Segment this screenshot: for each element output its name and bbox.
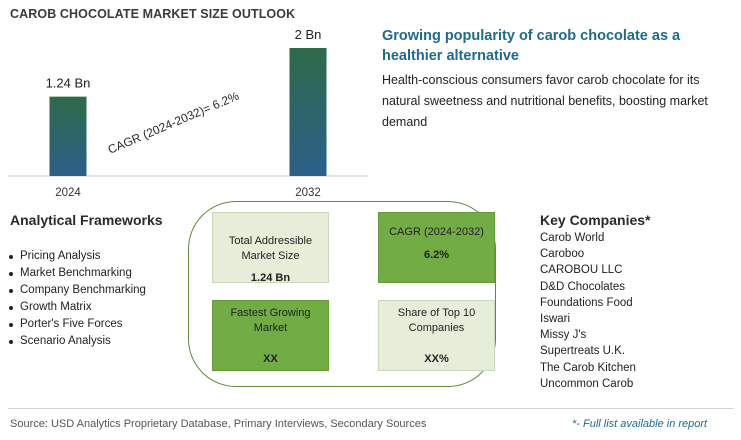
bar-2024 <box>49 96 87 176</box>
company-item: Uncommon Carob <box>540 377 634 390</box>
metrics-frame <box>188 201 496 387</box>
company-item: Caroboo <box>540 248 585 261</box>
framework-item: Porter's Five Forces <box>8 316 146 333</box>
bar-value-label: 2 Bn <box>295 27 322 42</box>
metric-label: Share of Top 10 Companies <box>397 307 476 334</box>
companies-list: Carob World Caroboo CAROBOU LLC D&D Choc… <box>540 230 636 392</box>
framework-item: Company Benchmarking <box>8 282 146 299</box>
metric-value: XX <box>263 353 278 365</box>
headline-title: Growing popularity of carob chocolate as… <box>382 28 681 64</box>
framework-item: Market Benchmarking <box>8 265 146 282</box>
framework-item: Growth Matrix <box>8 299 146 316</box>
metric-label: CAGR (2024-2032) <box>389 226 484 238</box>
metric-label: Total Addressible Market Size <box>228 235 313 262</box>
footer-divider <box>8 408 734 409</box>
x-tick-label: 2032 <box>295 187 321 199</box>
metric-card-tam: Total Addressible Market Size 1.24 Bn <box>212 212 329 284</box>
company-item: Foundations Food <box>540 296 633 309</box>
frameworks-list: Pricing Analysis Market Benchmarking Com… <box>8 248 146 350</box>
company-item: Carob World <box>540 232 605 244</box>
market-size-chart: 1.24 Bn 2024 2 Bn 2032 CAGR (2024-2032)= 6.… <box>8 27 368 199</box>
company-item: CAROBOU LLC <box>540 264 623 277</box>
full-list-note: *- Full list available in report <box>572 418 708 430</box>
bar-value-label: 1.24 Bn <box>46 76 91 91</box>
cagr-annotation: CAGR (2024-2032)= 6.2% <box>106 89 242 157</box>
bar-2032 <box>289 48 327 176</box>
metric-card-cagr: CAGR (2024-2032) 6.2% <box>378 212 495 283</box>
metric-label: Fastest Growing Market <box>230 307 311 334</box>
frameworks-title: Analytical Frameworks <box>10 212 163 228</box>
company-item: The Carob Kitchen <box>540 361 636 374</box>
framework-item: Pricing Analysis <box>8 248 146 265</box>
company-item: D&D Chocolates <box>540 280 626 293</box>
metric-card-fastest-market: Fastest Growing Market XX <box>212 300 329 371</box>
metric-value: 6.2% <box>423 249 450 261</box>
metric-value: 1.24 Bn <box>250 272 291 284</box>
metric-card-top10-share: Share of Top 10 Companies XX% <box>378 300 495 371</box>
headline-description: Health-conscious consumers favor carob c… <box>382 73 708 129</box>
company-item: Iswari <box>540 312 571 325</box>
companies-title: Key Companies* <box>540 212 651 228</box>
chart-title: CAROB CHOCOLATE MARKET SIZE OUTLOOK <box>10 7 296 21</box>
metric-value: XX% <box>424 353 449 365</box>
company-item: Supertreats U.K. <box>540 345 626 358</box>
company-item: Missy J's <box>540 329 587 342</box>
framework-item: Scenario Analysis <box>8 333 146 350</box>
source-note: Source: USD Analytics Proprietary Databa… <box>10 418 427 430</box>
x-tick-label: 2024 <box>55 187 81 199</box>
